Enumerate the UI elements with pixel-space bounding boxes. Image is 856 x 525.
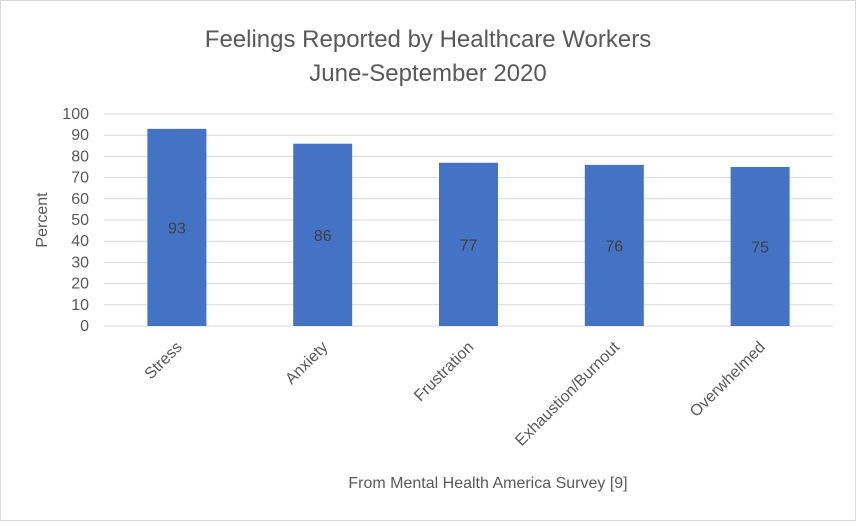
y-tick-label: 60: [71, 191, 89, 208]
bar-stress: [147, 128, 207, 326]
y-tick-label: 30: [71, 254, 89, 271]
x-tick-label: Exhaustion/Burnout: [512, 338, 623, 449]
bars: [147, 128, 790, 326]
bar-anxiety: [293, 143, 353, 326]
y-tick-label: 10: [71, 297, 89, 314]
y-tick-label: 40: [71, 233, 89, 250]
bar-frustration: [439, 162, 498, 326]
y-tick-label: 90: [71, 127, 89, 144]
data-label: 76: [605, 238, 623, 255]
y-tick-label: 80: [71, 148, 89, 165]
y-tick-label: 70: [71, 170, 89, 187]
chart-title-line-2: June-September 2020: [309, 60, 547, 87]
x-tick-label: Stress: [142, 339, 186, 383]
chart-title-line-1: Feelings Reported by Healthcare Workers: [205, 26, 651, 53]
chart-title: Feelings Reported by Healthcare Workers …: [205, 26, 651, 87]
data-label: 86: [314, 228, 332, 245]
y-tick-label: 50: [71, 212, 89, 229]
x-axis-label: From Mental Health America Survey [9]: [348, 475, 627, 492]
x-tick-label: Frustration: [411, 339, 477, 405]
y-tick-label: 0: [80, 318, 89, 335]
data-label: 77: [460, 237, 478, 254]
x-axis-ticks: Stress Anxiety Frustration Exhaustion/Burno…: [142, 338, 769, 449]
data-labels: 93 86 77 76 75: [168, 220, 769, 256]
y-tick-label: 20: [71, 276, 89, 293]
bar-overwhelmed: [730, 167, 790, 326]
x-tick-label: Anxiety: [282, 339, 331, 388]
bar-exhaustion-burnout: [584, 164, 644, 326]
y-axis-label: Percent: [34, 192, 51, 248]
y-axis-ticks: 0 10 20 30 40 50 60 70 80 90 100: [62, 106, 89, 335]
data-label: 93: [168, 220, 186, 237]
x-tick-label: Overwhelmed: [687, 339, 769, 421]
y-tick-label: 100: [62, 106, 89, 123]
data-label: 75: [751, 240, 769, 257]
